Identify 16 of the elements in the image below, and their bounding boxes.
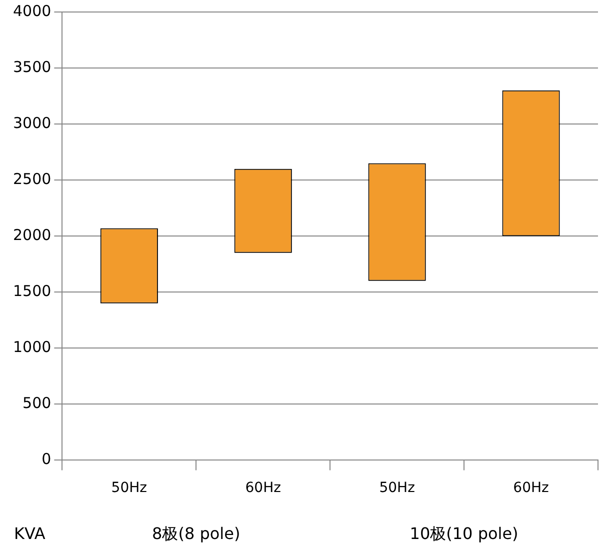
x-tick-label: 60Hz: [513, 480, 549, 496]
y-tick-label: 3000: [12, 114, 52, 132]
y-tick-label: 3500: [12, 58, 52, 76]
y-tick-label: 1500: [12, 282, 52, 300]
y-axis-title: KVA: [14, 524, 46, 544]
y-tick-label: 1000: [12, 338, 52, 356]
x-tick-label: 60Hz: [245, 480, 281, 496]
x-tick-label: 50Hz: [111, 480, 148, 496]
y-tick-label: 0: [42, 450, 52, 468]
x-tick-label: 50Hz: [379, 480, 415, 496]
y-tick-label: 4000: [12, 2, 52, 20]
text: 8极(8 pole): [152, 524, 240, 544]
y-tick-label: 500: [22, 394, 52, 412]
y-tick-label: 2000: [12, 226, 52, 244]
y-tick-label: 2500: [12, 170, 52, 188]
text: 10极(10 pole): [410, 524, 518, 544]
